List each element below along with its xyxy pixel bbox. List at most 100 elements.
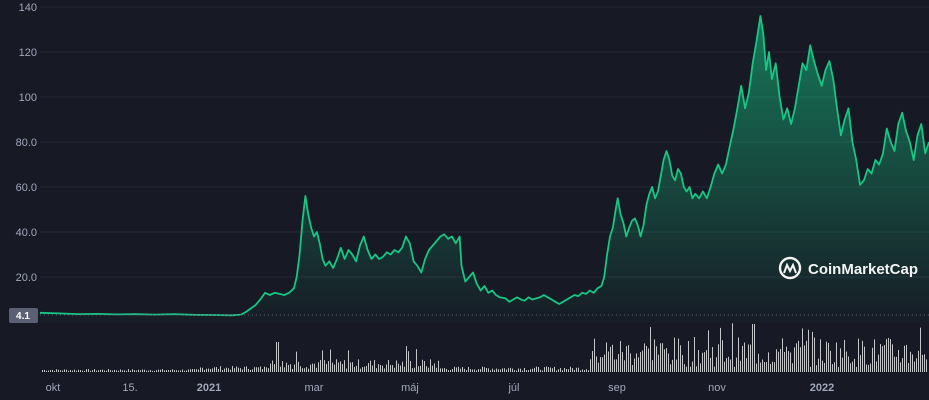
volume-bar xyxy=(258,367,259,372)
volume-bar xyxy=(392,365,393,372)
volume-bar xyxy=(572,368,573,372)
volume-bar xyxy=(760,362,761,372)
volume-bar xyxy=(698,350,699,372)
volume-bar xyxy=(654,339,655,372)
volume-bar xyxy=(594,338,595,372)
volume-bar xyxy=(382,365,383,372)
volume-bar xyxy=(146,370,147,372)
volume-bar xyxy=(642,350,643,372)
y-tick-label: 40.0 xyxy=(16,227,37,239)
volume-bar xyxy=(670,364,671,372)
volume-bar xyxy=(186,370,187,372)
volume-bar xyxy=(434,363,435,372)
start-price-badge: 4.1 xyxy=(9,308,38,323)
volume-bar xyxy=(180,370,181,372)
volume-bar xyxy=(568,369,569,372)
volume-bar xyxy=(602,357,603,372)
volume-bar xyxy=(752,324,753,372)
volume-bar xyxy=(284,367,285,372)
volume-bar xyxy=(312,363,313,372)
volume-bar xyxy=(64,369,65,372)
volume-bar xyxy=(586,369,587,372)
volume-bar xyxy=(598,362,599,372)
volume-bar xyxy=(430,359,431,372)
volume-bar xyxy=(62,370,63,372)
volume-bar xyxy=(294,364,295,372)
volume-bar xyxy=(286,362,287,372)
volume-bar xyxy=(66,369,67,372)
volume-bar xyxy=(492,368,493,372)
volume-bar xyxy=(342,363,343,372)
volume-bar xyxy=(222,369,223,372)
volume-bar xyxy=(328,361,329,372)
volume-bar xyxy=(432,365,433,372)
volume-bar xyxy=(306,367,307,372)
volume-bar xyxy=(846,351,847,372)
volume-bar xyxy=(924,354,925,372)
volume-bar xyxy=(114,369,115,372)
volume-bar xyxy=(804,345,805,372)
volume-bar xyxy=(316,367,317,372)
volume-bar xyxy=(376,368,377,372)
volume-bar xyxy=(388,359,389,372)
volume-bar xyxy=(288,364,289,372)
volume-bar xyxy=(88,369,89,372)
volume-bar xyxy=(870,363,871,372)
volume-bar xyxy=(826,341,827,372)
volume-bar xyxy=(506,369,507,372)
volume-bar xyxy=(644,343,645,372)
volume-bar xyxy=(120,369,121,372)
y-tick-label: 80.0 xyxy=(16,137,37,149)
volume-bar xyxy=(592,351,593,372)
volume-bar xyxy=(110,370,111,372)
volume-bar xyxy=(416,349,417,372)
volume-bar xyxy=(672,359,673,372)
volume-bar xyxy=(150,370,151,372)
volume-bar xyxy=(836,342,837,372)
volume-bar xyxy=(812,331,813,372)
volume-bar xyxy=(750,344,751,372)
volume-bar xyxy=(466,370,467,372)
volume-bar xyxy=(494,369,495,372)
volume-bar xyxy=(808,329,809,372)
volume-bar xyxy=(678,338,679,372)
volume-bar xyxy=(806,340,807,372)
volume-bar xyxy=(776,349,777,372)
volume-bar xyxy=(726,358,727,372)
volume-bar xyxy=(862,340,863,372)
volume-bar xyxy=(340,361,341,372)
volume-bar xyxy=(128,369,129,372)
volume-bar xyxy=(158,369,159,372)
volume-bar xyxy=(840,348,841,372)
volume-bar xyxy=(448,370,449,372)
volume-bar xyxy=(254,367,255,372)
volume-bar xyxy=(400,365,401,372)
volume-bar xyxy=(484,367,485,372)
volume-bar xyxy=(700,363,701,372)
volume-bar xyxy=(850,363,851,372)
volume-bar xyxy=(794,347,795,372)
volume-bar xyxy=(544,367,545,372)
y-tick-label: 140 xyxy=(19,2,37,14)
volume-bar xyxy=(374,360,375,372)
volume-bar xyxy=(686,366,687,372)
volume-bar xyxy=(834,362,835,372)
x-tick-label: 2022 xyxy=(810,382,834,394)
volume-bar xyxy=(418,366,419,372)
volume-bar xyxy=(196,369,197,372)
y-tick-label: 100 xyxy=(19,92,37,104)
volume-bar xyxy=(92,370,93,372)
volume-bar xyxy=(818,358,819,372)
volume-bar xyxy=(696,366,697,372)
volume-bar xyxy=(656,346,657,372)
volume-bar xyxy=(470,369,471,372)
volume-bar xyxy=(246,366,247,372)
volume-bar xyxy=(816,365,817,372)
volume-bar xyxy=(706,350,707,372)
volume-bar xyxy=(164,370,165,372)
volume-bar xyxy=(298,361,299,372)
volume-bar xyxy=(218,368,219,372)
volume-bar xyxy=(854,358,855,372)
volume-bar xyxy=(778,351,779,372)
volume-bar xyxy=(790,352,791,372)
